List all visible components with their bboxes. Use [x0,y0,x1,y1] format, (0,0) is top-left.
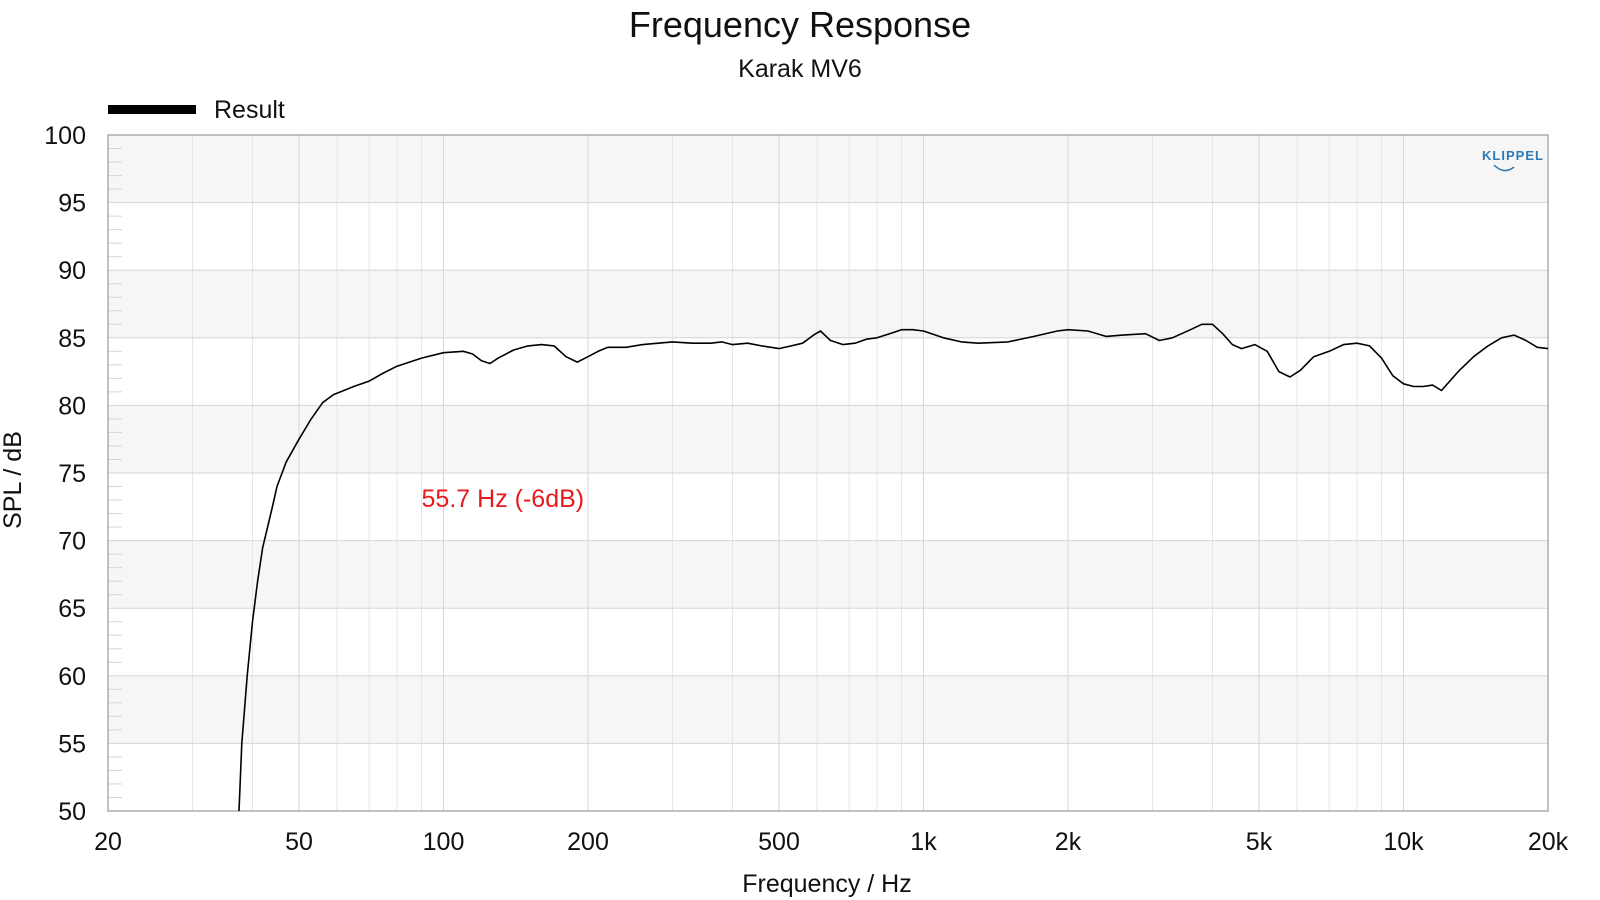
plot-band [108,270,1548,338]
y-axis-label: SPL / dB [0,431,27,529]
chart-title: Frequency Response [629,4,971,45]
plot-background-bands [108,135,1548,744]
y-tick-label: 65 [58,595,86,623]
x-tick-label: 10k [1383,828,1424,856]
plot-band [108,540,1548,609]
x-tick-label: 50 [285,828,313,856]
x-tick-label: 1k [910,828,937,856]
x-axis-tick-labels: 20 50 100 200 500 1k 2k 5k 10k 20k [94,828,1569,856]
y-tick-label: 70 [58,528,86,556]
legend-swatch [108,105,196,114]
chart-subtitle: Karak MV6 [738,55,862,83]
y-axis-minor-ticks [108,148,122,798]
x-tick-label: 500 [758,828,800,856]
grid-major-lines [108,135,1548,811]
legend: Result [108,96,285,124]
plot-frame [107,134,1549,812]
y-tick-label: 50 [58,798,86,826]
y-tick-label: 100 [44,122,86,150]
x-tick-label: 20 [94,828,122,856]
y-tick-label: 85 [58,325,86,353]
y-tick-label: 95 [58,190,86,218]
y-tick-label: 55 [58,730,86,758]
logo-text: KLIPPEL [1482,148,1544,163]
x-tick-label: 100 [423,828,465,856]
x-tick-label: 200 [567,828,609,856]
logo-swoosh-icon [1493,164,1515,172]
x-tick-label: 20k [1528,828,1569,856]
y-tick-label: 60 [58,663,86,691]
klippel-logo: KLIPPEL [1482,148,1544,172]
x-tick-label: 2k [1055,828,1082,856]
legend-label-result: Result [214,96,285,124]
x-tick-label: 5k [1246,828,1273,856]
y-axis-tick-labels: 50 55 60 65 70 75 80 85 90 95 100 [44,122,86,826]
annotation-cutoff: 55.7 Hz (-6dB) [422,485,585,513]
x-axis-label: Frequency / Hz [742,870,912,898]
plot-band [108,405,1548,473]
plot-band [108,675,1548,744]
plot-band [108,135,1548,203]
y-tick-label: 75 [58,460,86,488]
y-tick-label: 90 [58,257,86,285]
series-line-result [238,323,1549,812]
y-tick-label: 80 [58,392,86,420]
